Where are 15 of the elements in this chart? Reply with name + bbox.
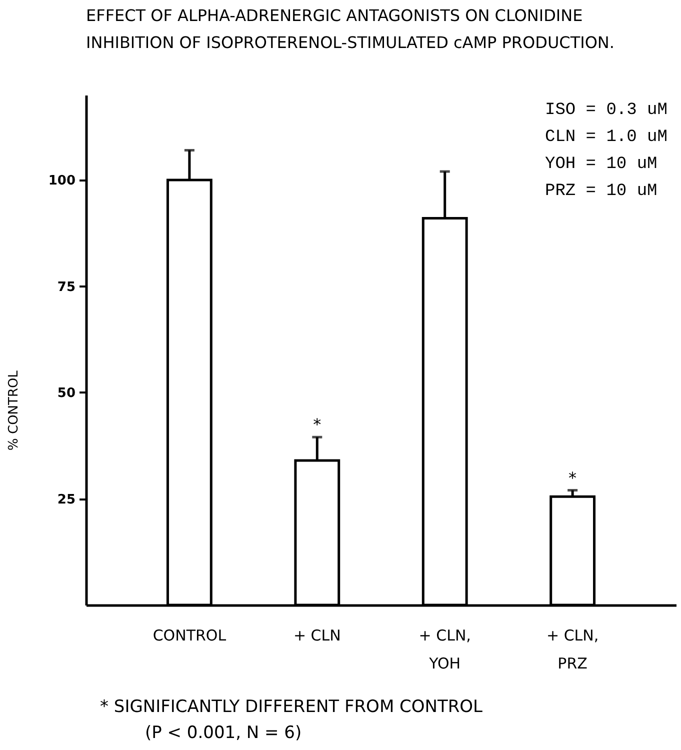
x-tick-label: CONTROL (152, 626, 227, 644)
y-tick-label: 100 (48, 174, 76, 188)
annotation: * (568, 468, 577, 488)
annotation: * (313, 415, 322, 434)
x-tick-label: + CLN, PRZ (546, 626, 599, 672)
x-tick-label: + CLN, YOH (418, 626, 471, 672)
y-tick-label: 75 (57, 280, 76, 295)
chart-title: EFFECT OF ALPHA-ADRENERGIC ANTAGONISTS ON CLONIDINE INHIBITION OF ISOPROTERENOL-STIMULATED cAMP PRODUCTION. (86, 6, 614, 52)
y-axis-title: % CONTROL (6, 370, 22, 450)
text: (P < 0.001, N = 6) (145, 723, 302, 743)
annotation: ISO = 0.3 uM CLN = 1.0 uM YOH = 10 uM PRZ = 10 uM (545, 101, 668, 201)
x-tick-label: + CLN (293, 626, 341, 644)
y-tick-label: 50 (57, 386, 76, 401)
text: * SIGNIFICANTLY DIFFERENT FROM CONTROL (100, 697, 484, 717)
y-tick-label: 25 (57, 492, 76, 508)
